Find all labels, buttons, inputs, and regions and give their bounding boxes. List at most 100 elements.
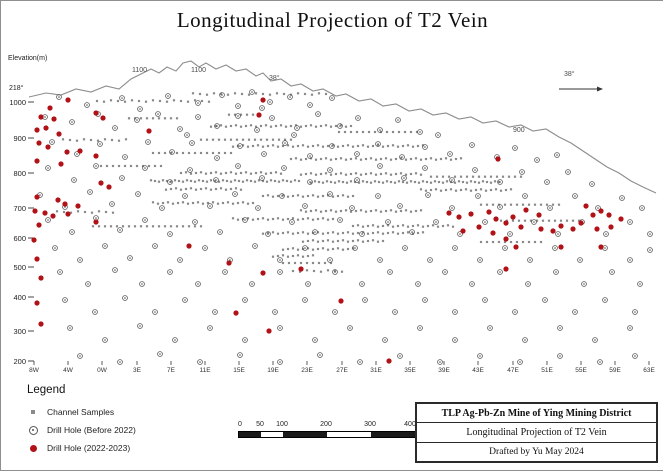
channel-sample-marker (416, 224, 420, 227)
drill-hole-old-marker (647, 247, 653, 253)
drill-hole-new-marker (43, 125, 49, 131)
channel-sample-marker (234, 187, 238, 190)
channel-sample-marker (453, 175, 457, 178)
drill-hole-old-marker-dot (283, 167, 285, 169)
drill-hole-old-marker-dot (329, 193, 331, 195)
drill-hole-old-marker (565, 169, 571, 175)
drill-hole-new-marker (34, 158, 40, 164)
drill-hole-new-marker (38, 114, 44, 120)
channel-sample-marker (235, 138, 239, 141)
channel-sample-marker (184, 171, 188, 174)
channel-sample-marker (404, 158, 408, 161)
drill-hole-old-marker (294, 125, 300, 131)
drill-hole-old-marker-dot (186, 134, 188, 136)
channel-sample-marker (299, 125, 303, 128)
channel-sample-marker (426, 224, 430, 228)
channel-sample-marker (409, 157, 413, 161)
drill-hole-old-marker-dot (634, 311, 636, 313)
channel-sample-marker (204, 187, 208, 190)
drill-hole-old-marker (534, 157, 540, 163)
channel-sample-marker (553, 219, 557, 222)
drill-hole-new-marker (38, 275, 44, 281)
channel-sample-marker (117, 164, 121, 168)
channel-sample-marker (281, 179, 285, 182)
channel-sample-marker (379, 172, 383, 176)
channel-sample-marker (381, 181, 385, 184)
channel-sample-marker (231, 217, 235, 220)
drill-hole-new-marker (578, 220, 584, 226)
channel-sample-marker (139, 225, 143, 228)
drill-hole-old-marker-dot (54, 247, 56, 249)
channel-sample-marker (339, 157, 343, 160)
channel-sample-marker (523, 219, 527, 222)
channel-sample-marker (346, 231, 350, 234)
channel-sample-marker (151, 225, 155, 228)
channel-sample-marker (449, 158, 453, 161)
channel-sample-marker (273, 179, 277, 183)
drill-hole-old-marker (475, 193, 481, 199)
channel-sample-marker (306, 239, 310, 243)
channel-sample-marker (547, 219, 551, 222)
drill-hole-old-marker-dot (536, 159, 538, 161)
channel-sample-marker (276, 145, 280, 148)
channel-sample-marker (397, 130, 401, 134)
channel-sample-marker (356, 239, 360, 242)
drill-hole-old-marker-dot (244, 299, 246, 301)
channel-sample-marker (361, 231, 365, 234)
channel-sample-marker (424, 189, 428, 192)
drill-hole-old-marker-dot (649, 249, 651, 251)
channel-sample-marker (199, 151, 203, 155)
drill-hole-new-marker (476, 224, 482, 230)
channel-sample-marker (206, 201, 210, 205)
channel-sample-marker (373, 130, 377, 134)
channel-sample-marker (465, 175, 469, 178)
drill-hole-old-marker (627, 325, 633, 331)
channel-sample-marker (229, 171, 233, 174)
channel-sample-marker (406, 231, 410, 234)
channel-sample-marker (301, 231, 305, 234)
channel-sample-marker (571, 219, 575, 222)
drill-hole-old-marker-dot (597, 207, 599, 209)
drill-hole-old-marker-dot (411, 231, 413, 233)
drill-hole-old-marker-dot (124, 156, 126, 158)
elevation-tick-label: 200 (13, 357, 26, 366)
channel-sample-marker (454, 157, 458, 161)
channel-sample-marker (207, 100, 211, 103)
drill-hole-old-marker (522, 337, 528, 343)
drill-hole-old-marker-dot (559, 327, 561, 329)
channel-sample-marker (341, 231, 345, 235)
drill-hole-old-marker-dot (435, 221, 437, 223)
channel-sample-marker (414, 172, 418, 175)
drill-hole-old-marker (627, 257, 633, 263)
drill-hole-old-marker-dot (104, 339, 106, 341)
drill-hole-old-marker (57, 269, 63, 275)
channel-sample-marker (163, 225, 167, 228)
channel-sample-marker (376, 231, 380, 234)
drill-hole-new-marker (490, 230, 496, 236)
channel-sample-marker (281, 231, 285, 235)
channel-sample-marker (405, 181, 409, 184)
channel-sample-marker (291, 194, 295, 198)
channel-sample-marker (169, 151, 173, 155)
channel-sample-marker (229, 124, 233, 128)
drill-hole-old-marker (69, 119, 75, 125)
channel-sample-marker (303, 92, 307, 96)
drill-hole-new-marker (618, 216, 624, 222)
channel-sample-marker (231, 202, 235, 205)
channel-sample-marker (441, 175, 445, 178)
channel-sample-marker (239, 125, 243, 128)
channel-sample-marker (326, 248, 330, 251)
channel-sample-marker (403, 130, 407, 134)
channel-sample-marker (151, 117, 155, 120)
drill-hole-old-marker-dot (471, 144, 473, 146)
drill-hole-old-marker-dot (239, 354, 241, 356)
drill-hole-old-marker (169, 149, 175, 155)
drill-hole-new-marker (446, 210, 452, 216)
drill-hole-old-marker (315, 111, 321, 117)
channel-sample-marker (276, 217, 280, 220)
channel-sample-marker (366, 224, 370, 228)
channel-sample-marker (105, 164, 109, 168)
drill-hole-old-marker (469, 281, 475, 287)
drill-hole-old-marker (375, 193, 381, 199)
drill-hole-old-marker-dot (161, 207, 163, 209)
